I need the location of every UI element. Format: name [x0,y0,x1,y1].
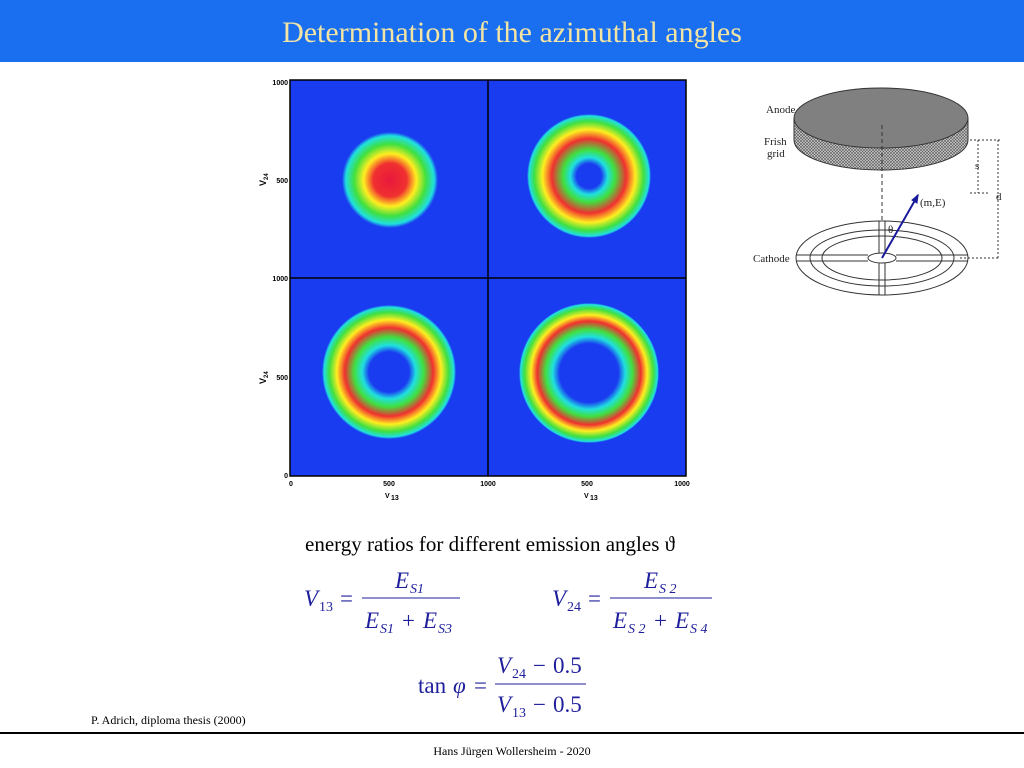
eq-op: − [533,692,546,717]
cathode-center [867,252,897,264]
footer: Hans Jürgen Wollersheim - 2020 [433,744,590,758]
equation-v24: V 24 = E S 2 E S 2 + E S 4 [552,568,712,637]
label: Frish [764,136,787,148]
caption: energy ratios for different emission ang… [305,532,676,556]
eq-symbol: E [643,568,658,593]
cathode-ring [821,235,943,281]
eq-sub: S1 [380,622,394,637]
eq-op: − [533,653,546,678]
eq-op: + [402,608,415,633]
y-tick-label: 500 [276,178,288,185]
y-axis-label-sub: 24 [264,371,270,378]
scatter-figure: 1000 500 1000 500 0 0 500 1000 500 1000 … [258,79,690,502]
eq-symbol: V [304,586,321,611]
eq-sub: S 2 [659,582,677,597]
eq-symbol: E [422,608,437,633]
x-tick-label: 500 [383,481,395,488]
equation-v13: V 13 = E S1 E S1 + E S3 [304,568,460,637]
x-tick-label: 0 [289,481,293,488]
cathode-ring [809,229,955,287]
eq-sub: 24 [512,667,526,682]
x-axis-label-sub: 13 [391,495,399,502]
eq-symbol: E [364,608,379,633]
anode [793,87,969,149]
eq-symbol: V [497,653,514,678]
cluster [342,132,438,228]
eq-sub: 24 [567,600,581,615]
x-axis-label-sub: 13 [590,495,598,502]
eq-symbol: E [674,608,689,633]
x-tick-label: 1000 [480,481,496,488]
y-axis-label: V [258,378,268,384]
x-axis-label: V [385,493,390,500]
particle-track [881,194,919,259]
eq-number: 0.5 [553,653,582,678]
eq-symbol: V [497,692,514,717]
y-axis-label: V [258,180,268,186]
cluster [519,303,659,443]
x-tick-label: 500 [581,481,593,488]
title: Determination of the azimuthal angles [282,16,742,49]
label: grid [767,148,785,160]
y-axis-label-sub: 24 [264,173,270,180]
label: s [975,160,979,172]
eq-sub: S3 [438,622,452,637]
eq-op: = [474,673,487,698]
dimension-lines [960,139,1000,259]
equation-tan: tan φ = V 24 − 0.5 V 13 − 0.5 [418,653,586,721]
eq-number: 0.5 [553,692,582,717]
label: θ [888,224,893,236]
label: Cathode [753,253,790,265]
eq-op: = [340,586,353,611]
eq-op: = [588,586,601,611]
x-tick-label: 1000 [674,481,690,488]
cluster [527,114,651,238]
y-tick-label: 1000 [272,276,288,283]
eq-symbol: V [552,586,569,611]
eq-sub: S1 [410,582,424,597]
label: (m,E) [920,197,946,209]
eq-symbol: φ [453,673,466,698]
cathode-segments [796,221,968,295]
x-axis-label: V [584,493,589,500]
header-bar [0,0,1024,62]
eq-sub: 13 [319,600,333,615]
cluster [322,305,456,439]
citation: P. Adrich, diploma thesis (2000) [91,713,246,727]
y-tick-label: 1000 [272,80,288,87]
eq-symbol: E [394,568,409,593]
label: Anode [766,104,795,116]
eq-sub: S 4 [690,622,708,637]
y-tick-label: 500 [276,375,288,382]
eq-sub: S 2 [628,622,646,637]
label: d [996,191,1002,203]
y-tick-label: 0 [284,473,288,480]
arrow-head [911,193,919,204]
detector-diagram: Anode Frish grid s d (m,E) θ Cathode [753,87,1002,296]
eq-fn: tan [418,673,447,698]
eq-sub: 13 [512,706,526,721]
eq-op: + [654,608,667,633]
eq-symbol: E [612,608,627,633]
